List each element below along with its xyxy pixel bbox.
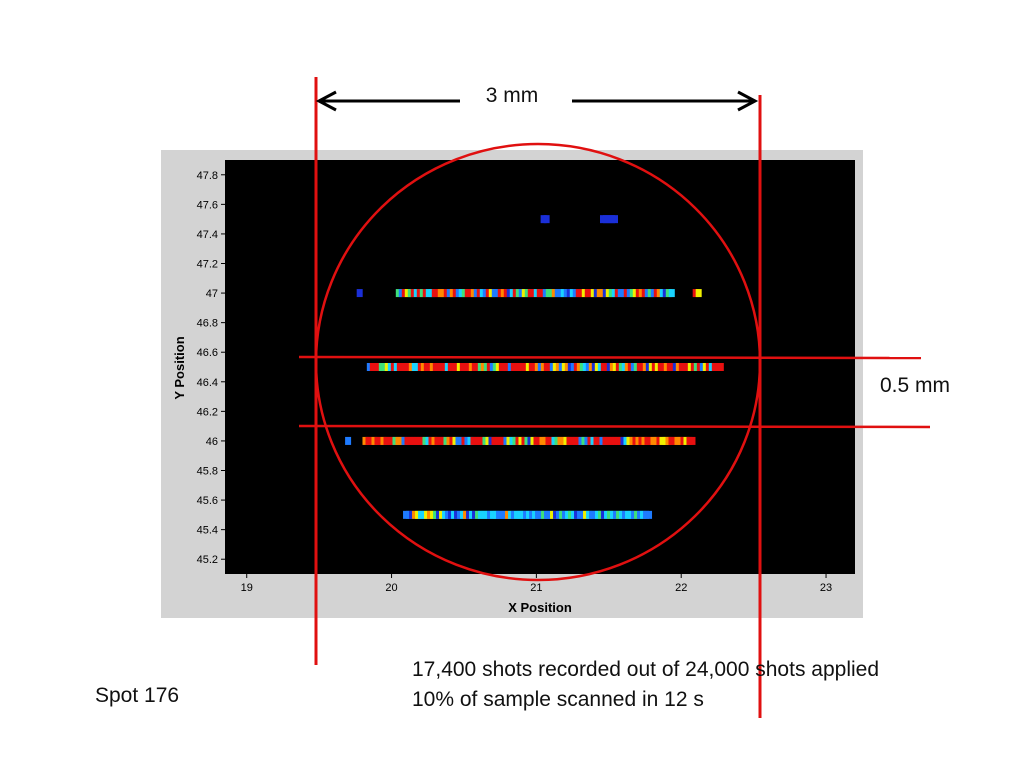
- scan-point: [689, 436, 696, 445]
- scan-time-note: 10% of sample scanned in 12 s: [412, 688, 704, 711]
- scan-point: [612, 215, 618, 224]
- y-tick-label: 47.4: [197, 229, 218, 241]
- spot-label: Spot 176: [95, 684, 180, 707]
- x-tick-label: 23: [820, 582, 832, 594]
- y-tick-label: 46.2: [197, 406, 218, 418]
- lower-row-line: [298, 424, 931, 429]
- shots-recorded-note: 17,400 shots recorded out of 24,000 shot…: [412, 658, 880, 681]
- y-tick-label: 45.8: [197, 466, 218, 478]
- scatter-points: [345, 215, 724, 519]
- x-axis-title: X Position: [508, 600, 572, 615]
- y-tick-label: 45.2: [197, 554, 218, 566]
- width-dimension-arrow: [315, 90, 759, 112]
- y-tick-label: 45.6: [197, 495, 218, 507]
- scan-point: [543, 215, 550, 224]
- y-tick-label: 46.6: [197, 347, 218, 359]
- scan-point: [356, 289, 363, 298]
- shots-notes: 17,400 shots recorded out of 24,000 shot…: [412, 655, 879, 715]
- y-axis-title: Y Position: [172, 336, 187, 399]
- x-tick-label: 22: [675, 582, 687, 594]
- x-tick-label: 19: [241, 582, 253, 594]
- width-label: 3 mm: [485, 84, 539, 107]
- row-spacing-label: 0.5 mm: [880, 374, 951, 397]
- scan-point: [668, 289, 675, 298]
- scan-point: [345, 436, 352, 445]
- y-tick-label: 46.8: [197, 318, 218, 330]
- x-tick-label: 20: [385, 582, 397, 594]
- y-tick-label: 47: [206, 288, 218, 300]
- y-tick-label: 45.4: [197, 525, 218, 537]
- y-tick-label: 47.8: [197, 170, 218, 182]
- y-tick-label: 46: [206, 436, 218, 448]
- annotation-overlay: [298, 77, 931, 718]
- scan-point: [695, 289, 702, 298]
- upper-row-line: [298, 355, 922, 360]
- sample-spot-circle: [314, 142, 762, 582]
- x-tick-label: 21: [530, 582, 542, 594]
- y-tick-label: 47.6: [197, 199, 218, 211]
- y-axis: 45.2 45.4 45.6 45.8 46 46.2 46.4 46.6 46.8 47 47.2…: [197, 170, 225, 566]
- scan-point: [717, 363, 724, 371]
- y-tick-label: 46.4: [197, 377, 218, 389]
- x-axis: 19 20 21 22 23: [241, 574, 832, 594]
- scan-point: [646, 510, 653, 519]
- y-tick-label: 47.2: [197, 259, 218, 271]
